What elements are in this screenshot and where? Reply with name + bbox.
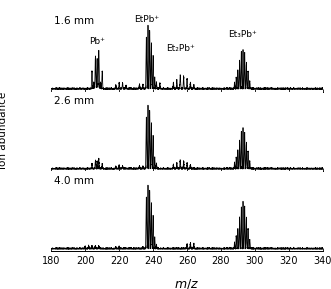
Text: Pb⁺: Pb⁺ (89, 37, 105, 46)
Text: 2.6 mm: 2.6 mm (54, 96, 94, 106)
Text: EtPb⁺: EtPb⁺ (134, 15, 159, 24)
Text: Ion abundance: Ion abundance (0, 91, 8, 169)
Text: Et₂Pb⁺: Et₂Pb⁺ (166, 45, 195, 53)
Text: 4.0 mm: 4.0 mm (54, 176, 94, 186)
Text: Et₃Pb⁺: Et₃Pb⁺ (229, 30, 258, 40)
Text: $m/z$: $m/z$ (174, 277, 200, 289)
Text: 1.6 mm: 1.6 mm (54, 16, 94, 26)
